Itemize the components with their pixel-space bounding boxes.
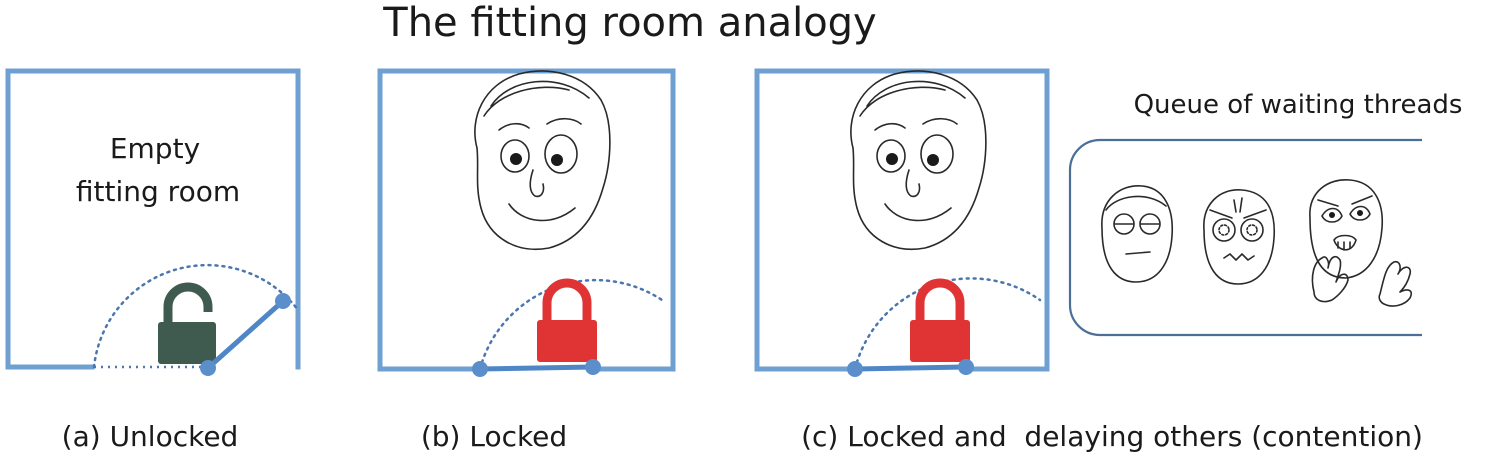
- caption-c: (c) Locked and delaying others (contenti…: [801, 420, 1423, 453]
- door-handle: [275, 293, 291, 309]
- caption-b: (b) Locked: [421, 420, 567, 453]
- unlocked-padlock-icon: [158, 282, 216, 364]
- waiting-face-angry: [1203, 189, 1276, 285]
- diagram-title: The fitting room analogy: [382, 0, 876, 46]
- panel-locked: (b) Locked: [377, 68, 676, 453]
- room-walls: [5, 68, 301, 370]
- panel-unlocked: Empty fitting room (a) Unlocked: [5, 68, 301, 453]
- door-closed: [852, 364, 969, 372]
- queue-label: Queue of waiting threads: [1134, 90, 1463, 120]
- locked-padlock-icon: [910, 278, 970, 362]
- occupant-face: [474, 70, 611, 250]
- waiting-face-desperate: [1309, 179, 1413, 307]
- occupant-face: [850, 70, 987, 250]
- door-closed: [477, 364, 596, 372]
- room-walls: [377, 68, 676, 372]
- room-label-line2: fitting room: [76, 175, 240, 208]
- caption-a: (a) Unlocked: [62, 420, 239, 453]
- room-label-line1: Empty: [110, 132, 200, 165]
- door-hinge: [472, 361, 488, 377]
- door-open: [205, 298, 286, 371]
- room-walls: [754, 68, 1050, 372]
- locked-padlock-icon: [537, 278, 597, 362]
- door-swing-arc: [853, 277, 1042, 371]
- door-hinge: [847, 361, 863, 377]
- door-handle: [958, 359, 974, 375]
- panel-contention: Queue of waiting threads: [754, 68, 1463, 453]
- door-swing-arc: [92, 263, 300, 369]
- door-handle: [585, 359, 601, 375]
- door-hinge: [200, 360, 216, 376]
- queue-bracket: [1068, 138, 1422, 337]
- waiting-face-bored: [1101, 185, 1174, 283]
